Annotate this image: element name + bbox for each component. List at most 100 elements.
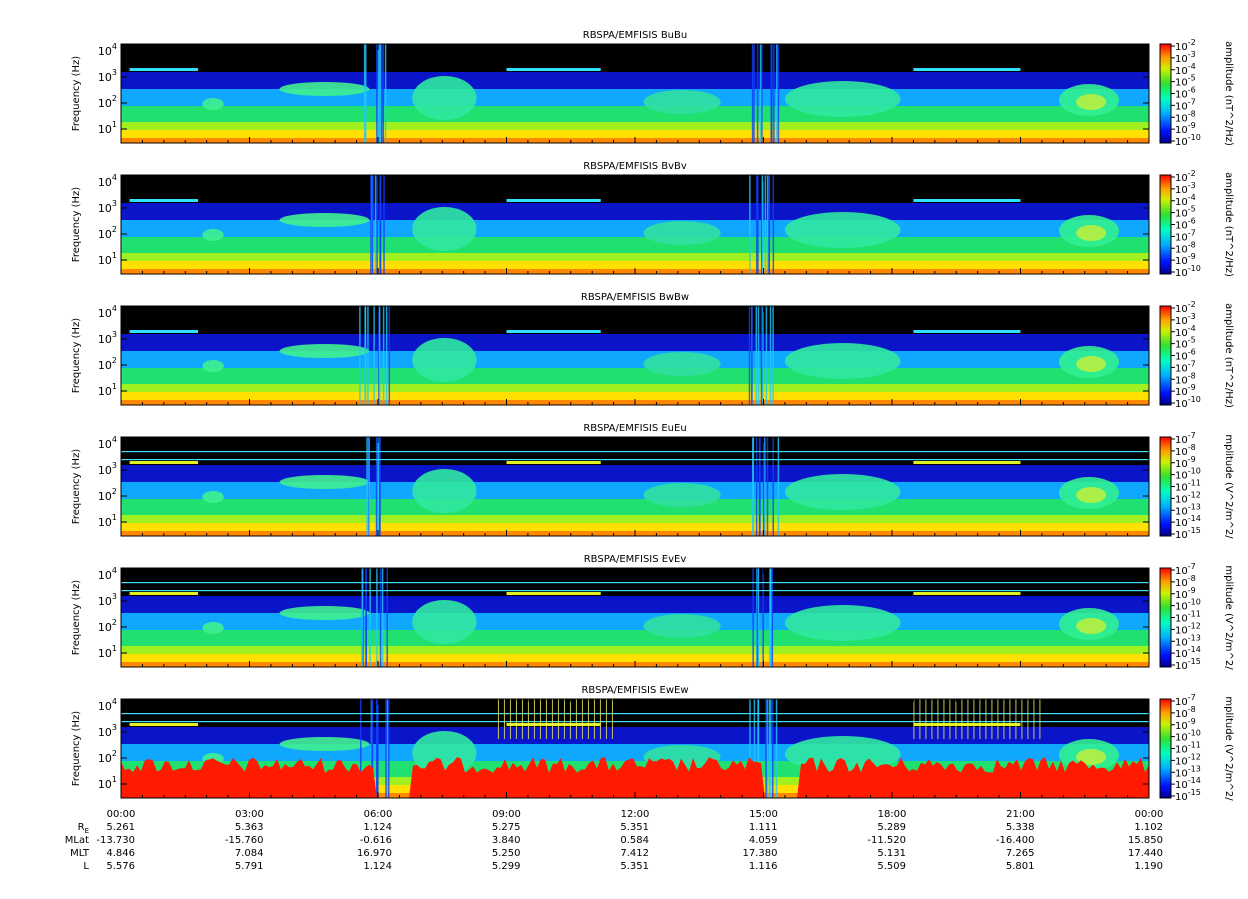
ephemeris-value: 5.351 [620, 822, 649, 833]
ephemeris-value: 1.190 [1134, 861, 1163, 872]
panel-title: RBSPA/EMFISIS EuEu [583, 423, 686, 434]
colorbar-tick-label: 10-4 [1175, 62, 1196, 77]
colorbar-tick-label: 10-9 [1175, 455, 1196, 470]
colorbar-tick-label: 10-13 [1175, 633, 1201, 648]
colorbar-tick-label: 10-5 [1175, 74, 1196, 89]
colorbar-tick-label: 10-9 [1175, 252, 1196, 267]
ephemeris-value: -0.616 [360, 835, 392, 846]
y-tick-label: 101 [98, 382, 117, 398]
colorbar-tick-label: 10-8 [1175, 240, 1196, 255]
spectrogram-image [121, 699, 1149, 798]
colorbar-tick-label: 10-12 [1175, 490, 1201, 505]
y-tick-label: 103 [98, 592, 117, 608]
colorbar-tick-label: 10-2 [1175, 38, 1196, 53]
colorbar-tick-label: 10-11 [1175, 479, 1201, 494]
ephemeris-value: -15.760 [225, 835, 264, 846]
y-axis-label: Frequency (Hz) [71, 711, 82, 787]
colorbar-tick-label: 10-2 [1175, 300, 1196, 315]
panel-title: RBSPA/EMFISIS BvBv [583, 161, 687, 172]
ephemeris-label: RE [78, 822, 89, 835]
y-tick-label: 101 [98, 644, 117, 660]
y-tick-label: 104 [98, 42, 117, 58]
y-tick-label: 102 [98, 94, 117, 110]
ephemeris-value: 3.840 [492, 835, 521, 846]
colorbar-tick-label: 10-15 [1175, 657, 1201, 672]
colorbar-tick-label: 10-6 [1175, 217, 1196, 232]
y-tick-label: 104 [98, 566, 117, 582]
colorbar-tick-label: 10-3 [1175, 181, 1196, 196]
panel-3: RBSPA/EMFISIS BwBw Frequency (Hz) 101 102 10… [71, 292, 1234, 410]
y-tick-label: 101 [98, 775, 117, 791]
colorbar-tick-label: 10-7 [1175, 562, 1196, 577]
ephemeris-value: 7.265 [1006, 848, 1035, 859]
colorbar-label: mplitude (V^2/m^2/ [1223, 565, 1234, 670]
colorbar-tick-label: 10-4 [1175, 324, 1196, 339]
ephemeris-value: 5.261 [106, 822, 135, 833]
ephemeris-value: 1.111 [749, 822, 778, 833]
x-tick-label: 09:00 [492, 809, 521, 820]
panel-5: RBSPA/EMFISIS EvEv Frequency (Hz) 101 102 10… [71, 554, 1234, 672]
colorbar-tick-label: 10-6 [1175, 348, 1196, 363]
ephemeris-value: 1.124 [363, 861, 392, 872]
x-tick-label: 18:00 [878, 809, 907, 820]
ephemeris-table: RE 5.261 5.363 1.124 5.275 5.351 1.111 5.289 5.3… [65, 822, 1163, 872]
colorbar-tick-label: 10-8 [1175, 371, 1196, 386]
y-axis-label: Frequency (Hz) [71, 56, 82, 132]
panel-6: RBSPA/EMFISIS EwEw Frequency (Hz) 101 102 10… [71, 685, 1234, 803]
colorbar-tick-label: 10-9 [1175, 717, 1196, 732]
ephemeris-value: 5.275 [492, 822, 521, 833]
colorbar-tick-label: 10-7 [1175, 431, 1196, 446]
y-tick-label: 101 [98, 513, 117, 529]
colorbar-tick-label: 10-11 [1175, 610, 1201, 625]
colorbar-tick-label: 10-7 [1175, 693, 1196, 708]
ephemeris-value: 5.791 [235, 861, 264, 872]
panel-title: RBSPA/EMFISIS BwBw [581, 292, 689, 303]
y-tick-label: 104 [98, 435, 117, 451]
y-tick-label: 103 [98, 461, 117, 477]
ephemeris-value: 5.289 [877, 822, 906, 833]
x-tick-label: 00:00 [107, 809, 136, 820]
panel-title: RBSPA/EMFISIS BuBu [583, 30, 687, 41]
spectrogram-image [121, 568, 1149, 667]
ephemeris-label: L [83, 861, 89, 872]
panel-title: RBSPA/EMFISIS EwEw [581, 685, 688, 696]
y-tick-label: 103 [98, 68, 117, 84]
colorbar-label: amplitude (nT^2/Hz) [1223, 303, 1234, 408]
colorbar-tick-label: 10-3 [1175, 50, 1196, 65]
colorbar-tick-label: 10-12 [1175, 752, 1201, 767]
ephemeris-value: 5.351 [620, 861, 649, 872]
colorbar-tick-label: 10-5 [1175, 205, 1196, 220]
ephemeris-value: 1.102 [1134, 822, 1163, 833]
x-tick-label: 00:00 [1135, 809, 1164, 820]
y-tick-label: 102 [98, 487, 117, 503]
colorbar-tick-label: 10-12 [1175, 621, 1201, 636]
ephemeris-value: 1.116 [749, 861, 778, 872]
y-tick-label: 103 [98, 330, 117, 346]
spectrogram-image [121, 437, 1149, 536]
y-axis-label: Frequency (Hz) [71, 187, 82, 263]
ephemeris-value: 5.299 [492, 861, 521, 872]
colorbar [1159, 567, 1172, 668]
y-tick-label: 102 [98, 356, 117, 372]
colorbar-tick-label: 10-10 [1175, 264, 1201, 279]
ephemeris-value: 4.059 [749, 835, 778, 846]
y-tick-label: 103 [98, 723, 117, 739]
ephemeris-value: 5.250 [492, 848, 521, 859]
ephemeris-value: -16.400 [996, 835, 1035, 846]
colorbar-label: mplitude (V^2/m^2/ [1223, 434, 1234, 539]
colorbar-tick-label: 10-7 [1175, 97, 1196, 112]
colorbar-tick-label: 10-14 [1175, 645, 1201, 660]
spectrogram-image [121, 44, 1149, 143]
colorbar-label: amplitude (nT^2/Hz) [1223, 41, 1234, 146]
colorbar [1159, 174, 1172, 275]
ephemeris-value: 5.363 [235, 822, 264, 833]
colorbar-tick-label: 10-4 [1175, 193, 1196, 208]
y-tick-label: 102 [98, 749, 117, 765]
y-tick-label: 101 [98, 120, 117, 136]
y-tick-label: 101 [98, 251, 117, 267]
colorbar-tick-label: 10-9 [1175, 121, 1196, 136]
colorbar-tick-label: 10-10 [1175, 729, 1201, 744]
colorbar-tick-label: 10-8 [1175, 574, 1196, 589]
x-tick-label: 03:00 [235, 809, 264, 820]
